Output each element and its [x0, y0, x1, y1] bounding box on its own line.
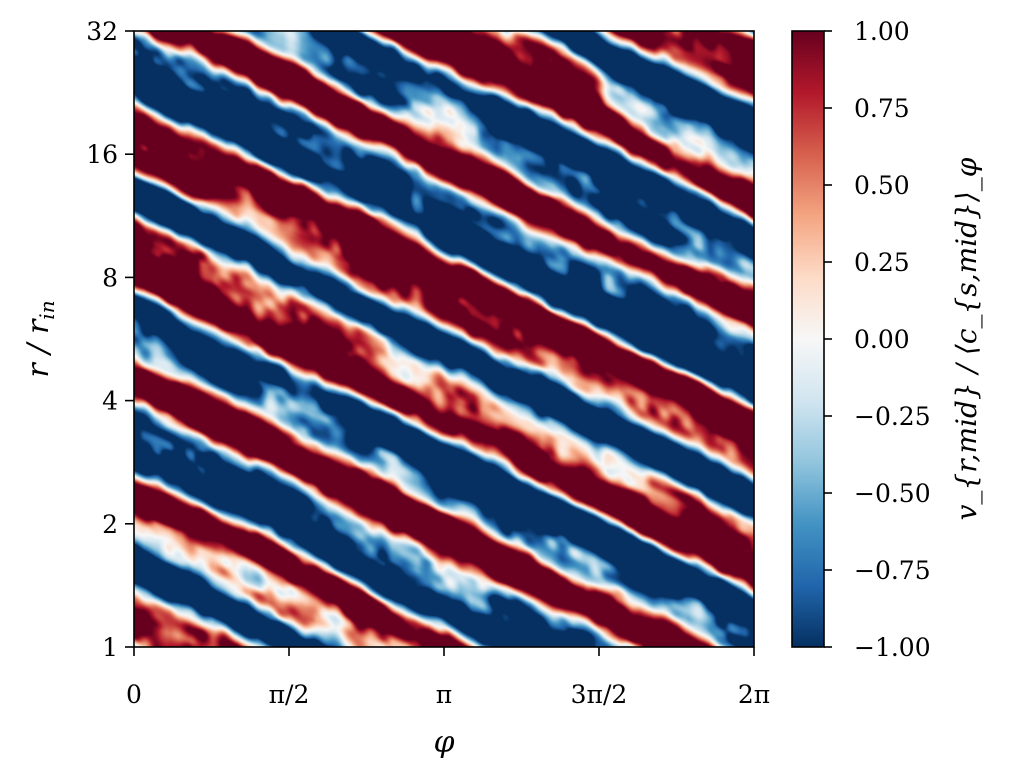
svg-text:r / rin: r / rin	[21, 300, 59, 377]
colorbar-tick-label: 0.00	[854, 325, 910, 354]
x-axis: 0 π/2 π 3π/2 2π	[126, 647, 770, 709]
colorbar-tick-label: 0.75	[854, 94, 910, 123]
colorbar-tick-label: −0.75	[854, 556, 931, 585]
colorbar-tick-label: −0.25	[854, 402, 931, 431]
x-axis-label: φ	[433, 725, 454, 760]
colorbar-ticks: 1.00 0.75 0.50 0.25 0.00 −0.25 −0.50 −0.75 −1.00	[824, 17, 931, 662]
colorbar-tick-label: 0.25	[854, 248, 910, 277]
x-tick-label: π	[436, 680, 452, 709]
svg-text:v_{r,mid} / ⟨c_{s,mid}⟩_φ: v_{r,mid} / ⟨c_{s,mid}⟩_φ	[950, 157, 983, 520]
y-axis-label-sub: in	[35, 300, 59, 319]
colorbar-tick-label: −1.00	[854, 633, 931, 662]
x-tick-label: 0	[126, 680, 142, 709]
colorbar-tick-label: −0.50	[854, 479, 931, 508]
colorbar-tick-label: 0.50	[854, 171, 910, 200]
y-tick-label: 1	[102, 633, 118, 662]
x-tick-label: 3π/2	[571, 680, 628, 709]
colorbar: 1.00 0.75 0.50 0.25 0.00 −0.25 −0.50 −0.75 −1.00	[791, 17, 931, 662]
y-axis: 1 2 4 8 16 32	[86, 17, 134, 662]
y-axis-label-main: r / r	[21, 318, 56, 378]
y-tick-label: 32	[86, 17, 118, 46]
colorbar-label: v_{r,mid} / ⟨c_{s,mid}⟩_φ	[950, 157, 983, 520]
y-tick-label: 2	[102, 510, 118, 539]
colorbar-gradient	[792, 31, 824, 647]
colorbar-tick-label: 1.00	[854, 17, 910, 46]
y-tick-label: 16	[86, 140, 118, 169]
x-tick-label: π/2	[269, 680, 310, 709]
heatmap-image	[134, 31, 754, 647]
y-tick-label: 4	[102, 387, 118, 416]
heatmap-plot-area	[133, 30, 755, 648]
y-tick-label: 8	[102, 263, 118, 292]
x-tick-label: 2π	[738, 680, 770, 709]
y-axis-label: r / rin	[21, 300, 59, 377]
